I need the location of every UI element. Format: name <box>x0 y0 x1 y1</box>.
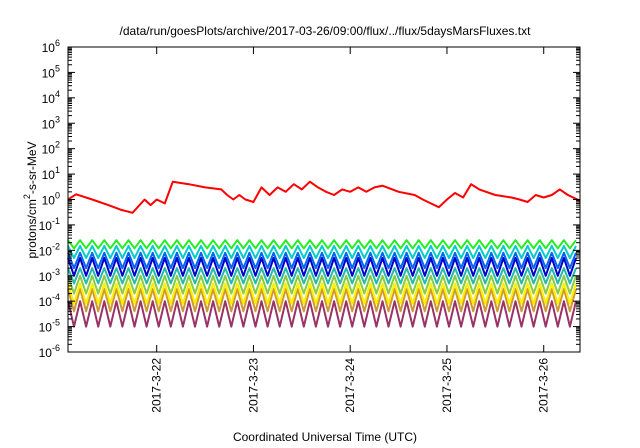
y-axis-label: protons/cm2-s-sr-MeV <box>22 141 39 258</box>
y-tick-label: 10-4 <box>39 292 60 309</box>
x-tick-label: 2017-3-22 <box>150 358 164 413</box>
series-line <box>67 300 577 328</box>
x-tick-label: 2017-3-25 <box>440 358 454 413</box>
y-tick-label: 10-1 <box>39 216 60 233</box>
series-line <box>67 267 577 285</box>
series-line <box>67 244 577 259</box>
series-line <box>67 180 581 214</box>
y-tick-label: 10-6 <box>39 343 60 360</box>
series-line <box>67 288 577 313</box>
y-tick-label: 105 <box>42 63 60 80</box>
x-axis-label: Coordinated Universal Time (UTC) <box>233 430 417 444</box>
y-tick-label: 104 <box>42 89 60 106</box>
y-tick-label: 100 <box>42 191 60 208</box>
series-line <box>67 239 577 250</box>
chart-title: /data/run/goesPlots/archive/2017-03-26/0… <box>120 24 532 38</box>
y-tick-label: 102 <box>42 140 60 157</box>
x-axis: 2017-3-22 2017-3-23 2017-3-24 2017-3-25 2017… <box>150 47 551 413</box>
series-line <box>67 282 577 305</box>
series-line <box>67 274 577 295</box>
y-tick-label: 10-3 <box>39 267 60 284</box>
series-line <box>67 251 577 270</box>
y-tick-label: 101 <box>42 165 60 182</box>
series-line <box>67 257 577 277</box>
series-layer <box>67 180 581 328</box>
y-axis: 10-6 10-5 10-4 10-3 10-2 10-1 100 101 102 103 104 1… <box>39 38 580 360</box>
y-tick-label: 10-2 <box>39 241 60 258</box>
x-tick-label: 2017-3-23 <box>246 358 260 413</box>
y-tick-label: 10-5 <box>39 318 60 335</box>
y-tick-label: 103 <box>42 114 60 131</box>
x-tick-label: 2017-3-26 <box>537 358 551 413</box>
y-tick-label: 106 <box>42 38 60 55</box>
x-tick-label: 2017-3-24 <box>343 358 357 413</box>
